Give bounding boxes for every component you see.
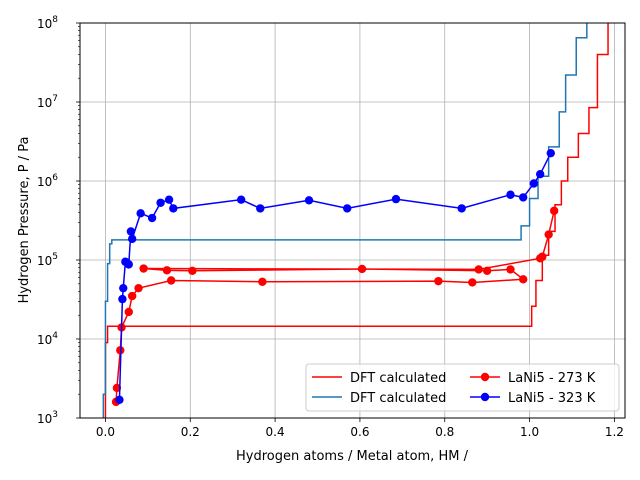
data-point [506,265,515,274]
data-point [139,264,148,273]
y-tick-label: 108 [37,15,58,31]
data-point [544,230,553,239]
series-line-0 [104,23,609,418]
data-point [134,283,143,293]
data-point [434,276,443,286]
data-point [164,195,174,204]
y-tick-label: 106 [37,173,58,189]
data-point [188,266,197,275]
legend: DFT calculated DFT calculated LaNi5 - 273 … [305,363,620,412]
legend-marker [480,392,490,402]
data-point [519,275,528,284]
data-point [304,196,314,205]
x-tick-label: 1.2 [605,425,624,439]
data-point [124,260,133,269]
data-point [519,193,528,202]
data-point [457,204,466,213]
legend-label: DFT calculated [350,391,446,406]
data-point [546,148,555,158]
data-point [162,266,172,275]
legend-marker [480,372,490,382]
data-point [127,234,137,244]
data-point [342,204,352,213]
ticks: 0.0 0.2 0.4 0.6 0.8 1.0 1.2 103 104 105 106 107 108 [37,15,624,439]
plot-frame [79,22,626,419]
legend-label: LaNi5 - 273 K [508,371,596,386]
y-tick-label: 105 [37,252,58,268]
data-point [482,266,492,275]
x-tick-label: 0.2 [181,425,200,439]
y-tick-label: 107 [37,94,58,110]
y-tick-label: 103 [37,410,58,426]
data-point [468,278,477,287]
data-point [236,195,246,204]
data-point [256,204,265,213]
legend-frame [305,363,620,412]
x-tick-label: 0.6 [350,425,369,439]
data-point [391,194,401,204]
x-tick-label: 1.0 [520,425,539,439]
y-axis-label: Hydrogen Pressure, P / Pa [17,137,32,304]
data-point [549,206,559,215]
x-tick-label: 0.4 [266,425,285,439]
data-point [474,265,483,274]
data-point [535,169,545,179]
data-point [258,277,267,286]
data-point [169,204,178,213]
data-point [118,294,127,304]
data-point [115,395,124,404]
data-point [147,213,157,223]
y-tick-label: 104 [37,331,58,347]
legend-label: LaNi5 - 323 K [508,391,596,406]
data-point [126,227,136,236]
data-point [538,252,547,261]
data-point [136,209,145,218]
data-point [357,264,367,274]
data-point [156,198,165,207]
series-layer [102,23,609,418]
series-line-1 [102,23,588,418]
x-tick-label: 0.0 [96,425,115,439]
data-point [127,291,137,301]
data-point [529,179,539,188]
legend-label: DFT calculated [350,371,446,386]
x-tick-label: 0.8 [435,425,454,439]
x-axis-label: Hydrogen atoms / Metal atom, HM / [236,449,469,464]
data-point [119,283,128,293]
data-point [124,307,133,317]
data-point [506,190,515,199]
data-point [166,276,176,285]
